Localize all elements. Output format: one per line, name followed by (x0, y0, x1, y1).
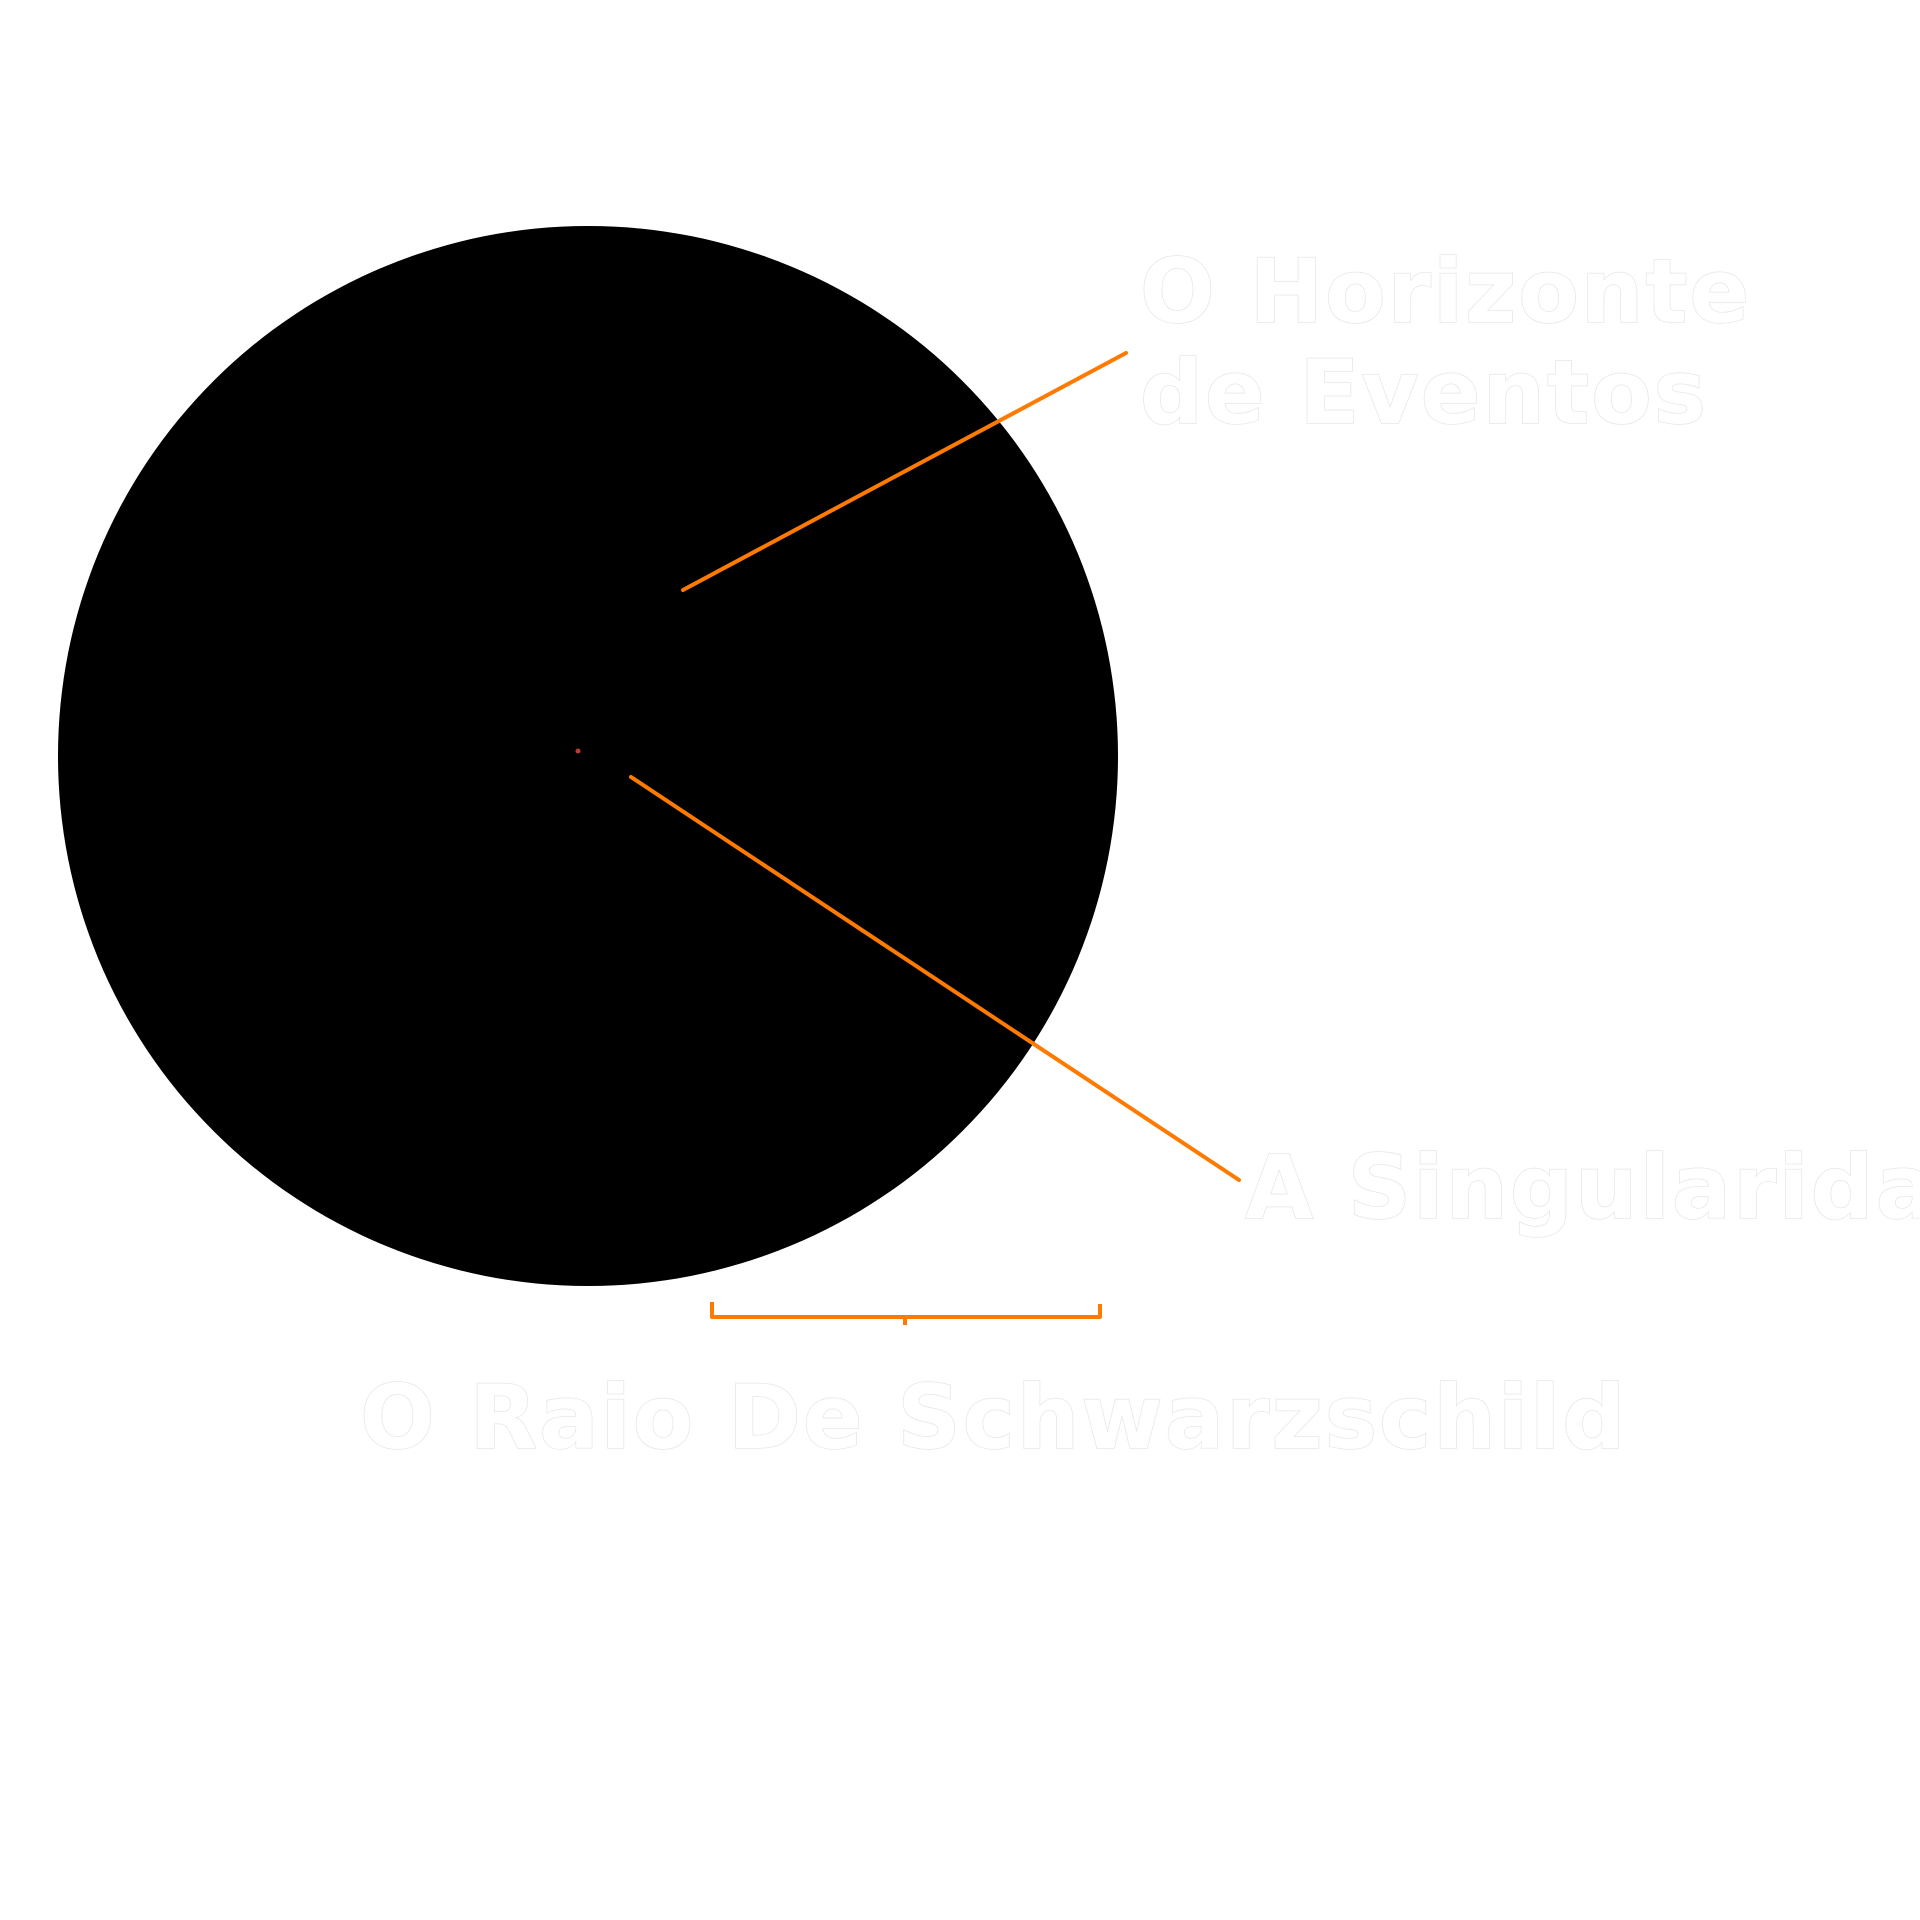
schwarzschild-radius-label: O Raio De Schwarzschild (360, 1366, 1627, 1469)
singularity-label: A Singularidade (1245, 1136, 1920, 1239)
event-horizon-label-line2: de Eventos (1140, 341, 1708, 444)
event-horizon-disc (58, 226, 1118, 1286)
singularity-callout-line (629, 775, 1241, 1182)
event-horizon-label-line1: O Horizonte (1140, 240, 1751, 343)
singularity-dot (575, 748, 581, 754)
schwarzschild-radius-bracket (710, 1302, 1102, 1325)
event-horizon-callout-line (681, 351, 1128, 592)
